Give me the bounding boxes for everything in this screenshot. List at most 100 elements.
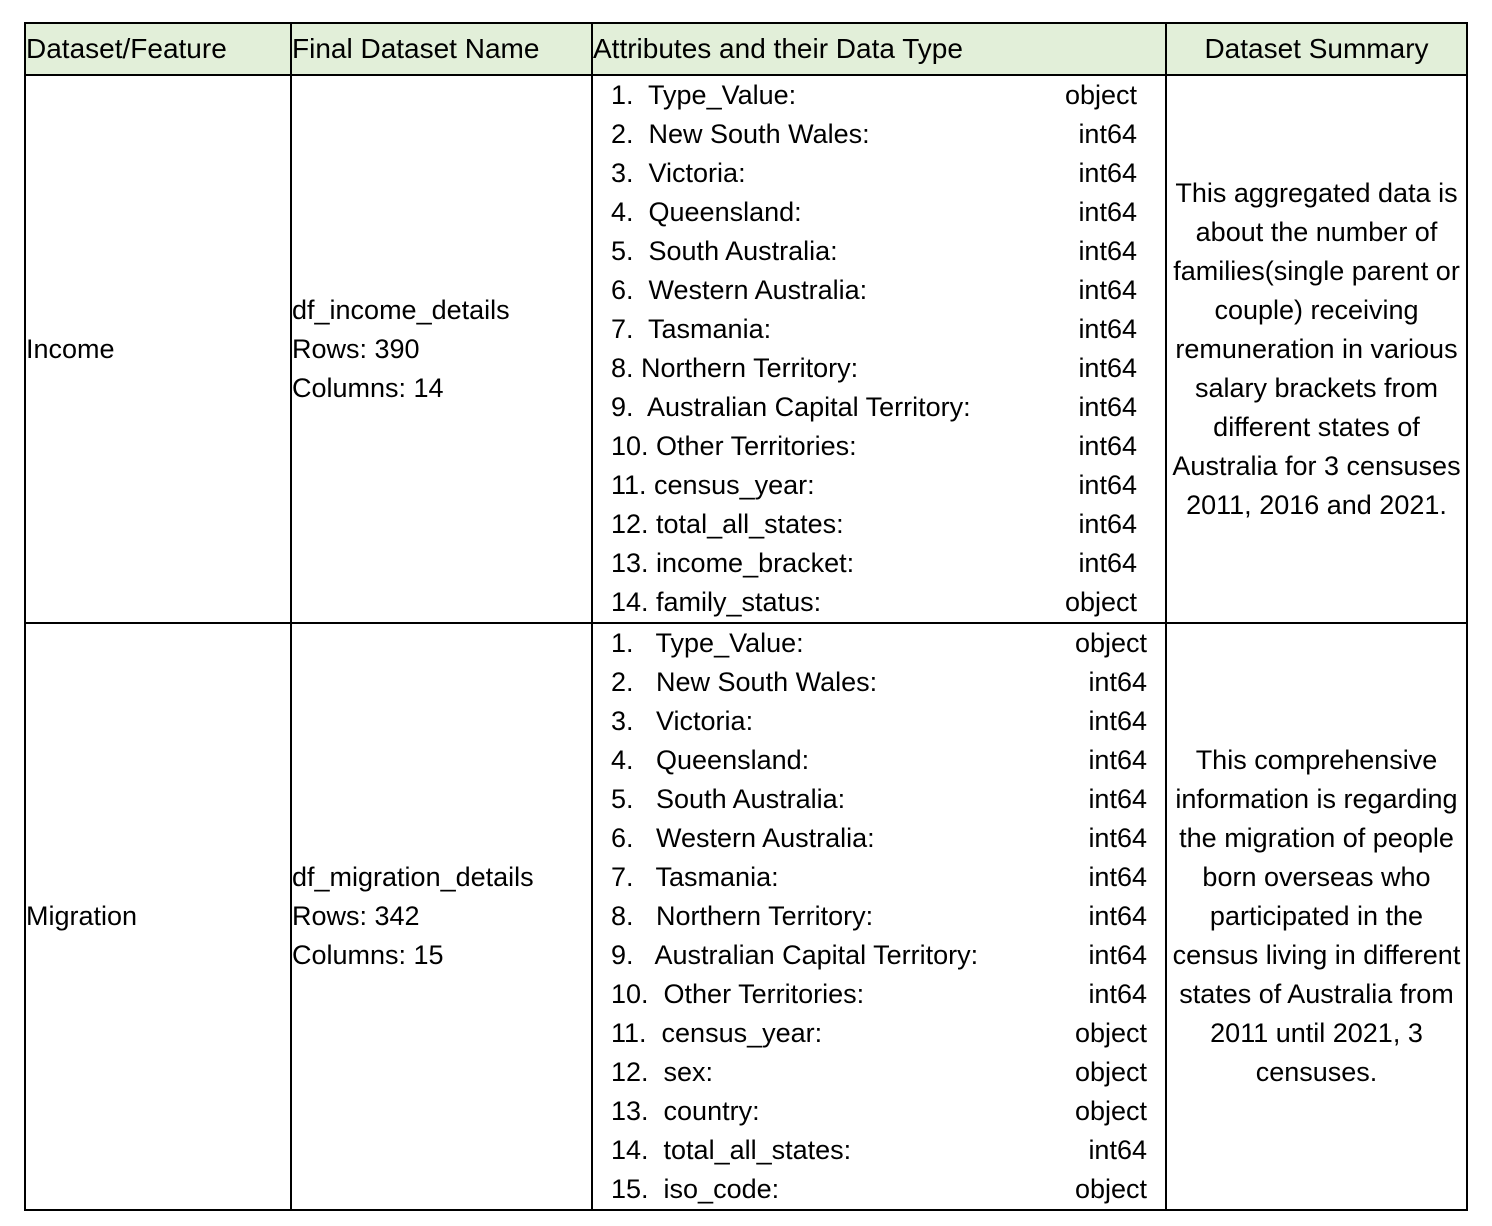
attribute-item: 1. Type_Value: object [611, 624, 1147, 663]
attribute-name: 3. Victoria: [611, 706, 754, 736]
attribute-type: object [1074, 1018, 1147, 1048]
attribute-name: 7. Tasmania: [611, 862, 779, 892]
attribute-type: object [1064, 587, 1137, 617]
attribute-name: 11. census_year: [611, 1018, 823, 1048]
summary-cell-income: This aggregated data is about the number… [1165, 74, 1468, 624]
attribute-type: int64 [1078, 353, 1137, 383]
attribute-name: 2. New South Wales: [611, 667, 878, 697]
attribute-item: 13. country: object [611, 1092, 1147, 1131]
attribute-item: 10. Other Territories: int64 [611, 975, 1147, 1014]
attribute-type: object [1064, 80, 1137, 110]
attribute-item: 9. Australian Capital Territory: int64 [611, 388, 1137, 427]
attribute-item: 7. Tasmania: int64 [611, 310, 1137, 349]
header-row: Dataset/Feature Final Dataset Name Attri… [24, 22, 1468, 76]
attribute-type: int64 [1078, 470, 1137, 500]
attribute-item: 7. Tasmania: int64 [611, 858, 1147, 897]
attribute-item: 1. Type_Value: object [611, 76, 1137, 115]
table-row-income: Income df_income_details Rows: 390 Colum… [24, 74, 1468, 624]
attribute-name: 6. Western Australia: [611, 823, 875, 853]
summary-cell-migration: This comprehensive information is regard… [1165, 622, 1468, 1211]
attribute-item: 5. South Australia: int64 [611, 780, 1147, 819]
feature-cell-migration: Migration [24, 622, 292, 1211]
attribute-item: 4. Queensland: int64 [611, 741, 1147, 780]
dataset-name: df_migration_details [292, 862, 534, 892]
attribute-name: 5. South Australia: [611, 784, 846, 814]
dataset-rows: Rows: 342 [292, 901, 420, 931]
attribute-list: 1. Type_Value: object 2. New South Wales: i… [593, 76, 1165, 622]
attribute-type: object [1074, 1057, 1147, 1087]
dataset-name: df_income_details [292, 294, 510, 325]
attribute-type: int64 [1088, 901, 1147, 931]
feature-cell-income: Income [24, 74, 292, 624]
attribute-item: 14. total_all_states: int64 [611, 1131, 1147, 1170]
attributes-cell-migration: 1. Type_Value: object 2. New South Wales: i… [591, 622, 1167, 1211]
attribute-name: 15. iso_code: [611, 1174, 780, 1204]
attribute-name: 9. Australian Capital Territory: [611, 392, 971, 422]
attribute-item: 15. iso_code: object [611, 1170, 1147, 1209]
attribute-type: int64 [1088, 745, 1147, 775]
attribute-type: int64 [1088, 1135, 1147, 1165]
attribute-type: int64 [1088, 979, 1147, 1009]
attribute-name: 13. income_bracket: [611, 548, 855, 578]
attribute-name: 14. total_all_states: [611, 1135, 852, 1165]
attribute-item: 5. South Australia: int64 [611, 232, 1137, 271]
attribute-item: 14. family_status: object [611, 583, 1137, 622]
attribute-name: 8. Northern Territory: [611, 901, 874, 931]
attributes-cell-income: 1. Type_Value: object 2. New South Wales: i… [591, 74, 1167, 624]
attribute-name: 10. Other Territories: [611, 431, 857, 461]
attribute-item: 6. Western Australia: int64 [611, 819, 1147, 858]
attribute-item: 4. Queensland: int64 [611, 193, 1137, 232]
attribute-name: 2. New South Wales: [611, 119, 870, 149]
attribute-type: int64 [1078, 392, 1137, 422]
attribute-name: 7. Tasmania: [611, 314, 772, 344]
attribute-type: int64 [1088, 862, 1147, 892]
header-dataset-summary: Dataset Summary [1165, 22, 1468, 76]
attribute-type: int64 [1078, 275, 1137, 305]
attribute-type: object [1074, 1096, 1147, 1126]
header-dataset-feature: Dataset/Feature [24, 22, 292, 76]
attribute-type: int64 [1078, 158, 1137, 188]
attribute-type: int64 [1078, 548, 1137, 578]
dataset-summary-table: Dataset/Feature Final Dataset Name Attri… [24, 22, 1468, 1211]
dataset-name-cell-migration: df_migration_details Rows: 342 Columns: … [290, 622, 593, 1211]
attribute-item: 8. Northern Territory: int64 [611, 349, 1137, 388]
attribute-item: 9. Australian Capital Territory: int64 [611, 936, 1147, 975]
dataset-rows: Rows: 390 [292, 333, 420, 364]
attribute-type: int64 [1078, 119, 1137, 149]
attribute-type: int64 [1088, 940, 1147, 970]
attribute-type: object [1074, 628, 1147, 658]
table-row-migration: Migration df_migration_details Rows: 342… [24, 622, 1468, 1211]
attribute-item: 6. Western Australia: int64 [611, 271, 1137, 310]
attribute-type: int64 [1078, 236, 1137, 266]
attribute-name: 9. Australian Capital Territory: [611, 940, 979, 970]
attribute-list: 1. Type_Value: object 2. New South Wales: i… [593, 624, 1165, 1209]
attribute-item: 3. Victoria: int64 [611, 154, 1137, 193]
attribute-name: 1. Type_Value: [611, 628, 804, 658]
attribute-type: int64 [1088, 784, 1147, 814]
attribute-name: 4. Queensland: [611, 745, 810, 775]
attribute-item: 3. Victoria: int64 [611, 702, 1147, 741]
attribute-item: 2. New South Wales: int64 [611, 115, 1137, 154]
attribute-name: 12. total_all_states: [611, 509, 844, 539]
attribute-item: 12. sex: object [611, 1053, 1147, 1092]
dataset-columns: Columns: 15 [292, 940, 444, 970]
attribute-item: 2. New South Wales: int64 [611, 663, 1147, 702]
dataset-columns: Columns: 14 [292, 372, 444, 403]
attribute-type: int64 [1088, 667, 1147, 697]
attribute-name: 14. family_status: [611, 587, 822, 617]
attribute-name: 8. Northern Territory: [611, 353, 859, 383]
attribute-type: int64 [1078, 314, 1137, 344]
header-final-dataset-name: Final Dataset Name [290, 22, 593, 76]
attribute-name: 13. country: [611, 1096, 760, 1126]
attribute-type: int64 [1088, 823, 1147, 853]
attribute-name: 11. census_year: [611, 470, 815, 500]
attribute-name: 4. Queensland: [611, 197, 802, 227]
attribute-name: 10. Other Territories: [611, 979, 865, 1009]
attribute-name: 5. South Australia: [611, 236, 838, 266]
attribute-item: 8. Northern Territory: int64 [611, 897, 1147, 936]
attribute-item: 12. total_all_states: int64 [611, 505, 1137, 544]
attribute-item: 11. census_year: int64 [611, 466, 1137, 505]
attribute-item: 11. census_year: object [611, 1014, 1147, 1053]
attribute-item: 10. Other Territories: int64 [611, 427, 1137, 466]
attribute-name: 3. Victoria: [611, 158, 746, 188]
